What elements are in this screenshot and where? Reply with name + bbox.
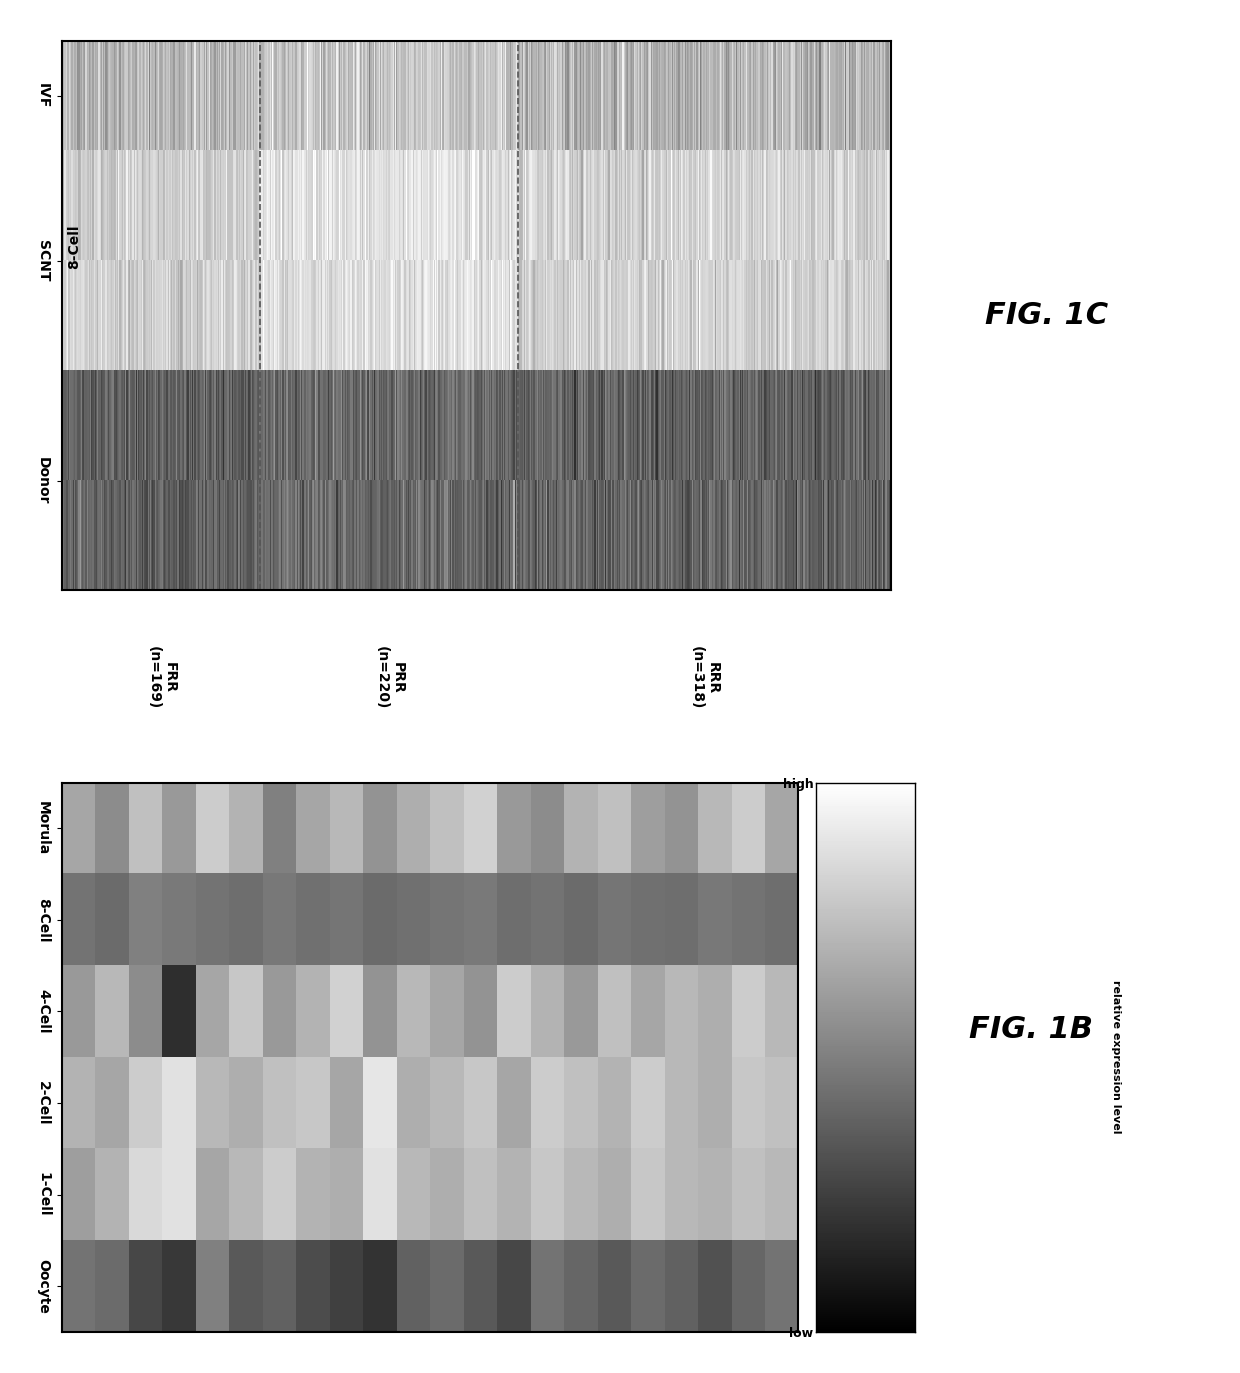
Text: relative expression level: relative expression level (1111, 980, 1121, 1134)
Text: FIG. 1C: FIG. 1C (985, 301, 1107, 331)
Text: FIG. 1B: FIG. 1B (970, 1015, 1094, 1045)
Text: 8-Cell: 8-Cell (67, 225, 82, 269)
